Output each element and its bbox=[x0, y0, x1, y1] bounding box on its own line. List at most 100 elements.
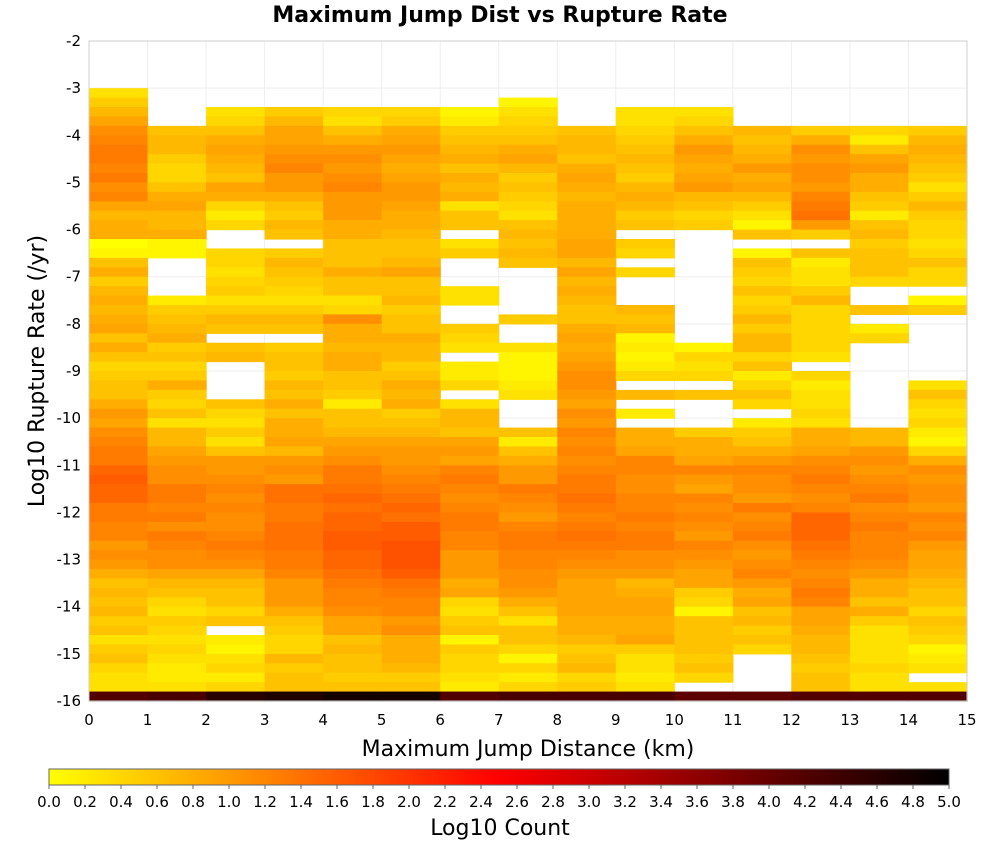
heatmap-cell bbox=[323, 229, 383, 240]
heatmap-cell bbox=[147, 578, 207, 589]
heatmap-cell bbox=[557, 672, 617, 683]
heatmap-cell bbox=[791, 408, 851, 419]
heatmap-cell bbox=[615, 333, 675, 344]
heatmap-cell bbox=[498, 653, 558, 664]
y-tick-label: -13 bbox=[57, 551, 82, 569]
heatmap-cell bbox=[381, 144, 441, 155]
heatmap-cell bbox=[264, 408, 324, 419]
heatmap-cell bbox=[791, 663, 851, 674]
heatmap-cell bbox=[264, 418, 324, 429]
heatmap-cell bbox=[791, 182, 851, 193]
heatmap-cell bbox=[791, 587, 851, 598]
heatmap-cell bbox=[498, 389, 558, 400]
heatmap-cell bbox=[849, 644, 910, 655]
heatmap-cell bbox=[557, 465, 617, 476]
heatmap-cell bbox=[147, 484, 207, 495]
heatmap-cell bbox=[557, 342, 617, 353]
heatmap-cell bbox=[323, 653, 383, 664]
heatmap-cell bbox=[381, 107, 441, 118]
heatmap-cell bbox=[323, 201, 383, 212]
heatmap-cell bbox=[557, 173, 617, 184]
heatmap-cell bbox=[323, 635, 383, 646]
heatmap-cell bbox=[791, 474, 851, 485]
heatmap-cell bbox=[908, 427, 968, 438]
heatmap-cell bbox=[557, 474, 617, 485]
heatmap-cell bbox=[206, 323, 266, 334]
heatmap-cell bbox=[908, 295, 968, 306]
heatmap-cell bbox=[323, 333, 383, 344]
heatmap-cell bbox=[440, 635, 500, 646]
heatmap-cell bbox=[615, 512, 675, 523]
heatmap-cell bbox=[323, 597, 383, 608]
colorbar-tick-label: 2.6 bbox=[505, 793, 529, 811]
heatmap-cell bbox=[206, 248, 266, 259]
heatmap-cell bbox=[674, 635, 734, 646]
heatmap-cell bbox=[908, 569, 968, 580]
heatmap-cell bbox=[264, 323, 324, 334]
x-tick-label: 14 bbox=[899, 711, 918, 729]
y-tick-label: -2 bbox=[66, 32, 81, 50]
heatmap-cell bbox=[732, 286, 792, 297]
heatmap-cell bbox=[440, 333, 500, 344]
heatmap-cell bbox=[908, 682, 968, 693]
heatmap-cell bbox=[264, 389, 324, 400]
heatmap-cell bbox=[264, 512, 324, 523]
heatmap-cell bbox=[732, 616, 792, 627]
y-tick-label: -14 bbox=[57, 598, 82, 616]
heatmap-cell bbox=[381, 550, 441, 561]
x-tick-label: 15 bbox=[957, 711, 976, 729]
heatmap-cell bbox=[323, 493, 383, 504]
heatmap-cell bbox=[264, 616, 324, 627]
heatmap-cell bbox=[615, 597, 675, 608]
heatmap-cell bbox=[674, 182, 734, 193]
heatmap-cell bbox=[206, 569, 266, 580]
heatmap-cell bbox=[849, 220, 910, 231]
colorbar-tick-label: 3.6 bbox=[685, 793, 709, 811]
heatmap-cell bbox=[732, 229, 792, 240]
heatmap-cell bbox=[908, 229, 968, 240]
heatmap-cell bbox=[674, 531, 734, 542]
heatmap-cell bbox=[674, 173, 734, 184]
heatmap-cell bbox=[791, 465, 851, 476]
heatmap-cell bbox=[849, 493, 910, 504]
heatmap-cell bbox=[849, 333, 910, 344]
heatmap-cell bbox=[498, 682, 558, 693]
heatmap-cell bbox=[89, 116, 149, 127]
heatmap-cell bbox=[89, 578, 149, 589]
heatmap-cell bbox=[440, 512, 500, 523]
colorbar-tick-label: 4.2 bbox=[793, 793, 817, 811]
heatmap-cell bbox=[732, 512, 792, 523]
heatmap-cell bbox=[498, 257, 558, 268]
heatmap-cell bbox=[440, 210, 500, 221]
heatmap-cell bbox=[147, 691, 207, 702]
heatmap-cell bbox=[615, 503, 675, 514]
heatmap-cell bbox=[732, 493, 792, 504]
heatmap-cell bbox=[908, 503, 968, 514]
heatmap-cell bbox=[381, 135, 441, 146]
heatmap-cell bbox=[89, 239, 149, 250]
heatmap-cell bbox=[615, 521, 675, 532]
heatmap-cell bbox=[615, 163, 675, 174]
heatmap-cell bbox=[89, 559, 149, 570]
heatmap-cell bbox=[89, 503, 149, 514]
heatmap-cell bbox=[264, 474, 324, 485]
heatmap-cell bbox=[147, 201, 207, 212]
heatmap-cell bbox=[440, 107, 500, 118]
heatmap-cell bbox=[498, 578, 558, 589]
heatmap-cell bbox=[498, 220, 558, 231]
heatmap-cell bbox=[908, 125, 968, 136]
heatmap-cell bbox=[908, 550, 968, 561]
heatmap-cell bbox=[791, 606, 851, 617]
heatmap-cell bbox=[323, 371, 383, 382]
heatmap-cell bbox=[732, 342, 792, 353]
heatmap-cell bbox=[89, 550, 149, 561]
heatmap-cell bbox=[89, 97, 149, 108]
heatmap-cell bbox=[440, 248, 500, 259]
heatmap-cell bbox=[323, 559, 383, 570]
heatmap-cell bbox=[557, 144, 617, 155]
heatmap-cell bbox=[264, 154, 324, 165]
colorbar-tick-label: 1.4 bbox=[289, 793, 313, 811]
heatmap-cell bbox=[498, 503, 558, 514]
heatmap-cell bbox=[381, 559, 441, 570]
